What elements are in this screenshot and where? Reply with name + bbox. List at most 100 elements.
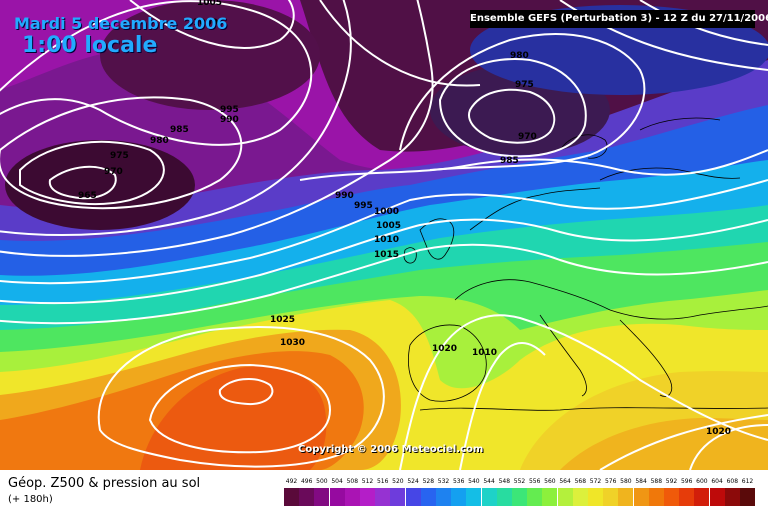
- legend-tick: 568: [574, 478, 587, 485]
- legend-tick: 520: [392, 478, 404, 485]
- legend-tick: 496: [300, 478, 313, 485]
- legend-swatch: [314, 488, 330, 506]
- isobar-label: 990: [220, 115, 239, 125]
- isobar-label: 1000: [193, 18, 218, 28]
- isobar-label: 995: [354, 201, 373, 211]
- isobar-label: 980: [150, 136, 169, 146]
- legend-swatch: [603, 488, 619, 506]
- legend-swatch: [390, 488, 406, 506]
- band-red-orange: [140, 366, 327, 470]
- forecast-date: Mardi 5 decembre 2006: [14, 14, 228, 33]
- isobar-label: 1015: [374, 250, 399, 260]
- legend-swatch: [633, 488, 649, 506]
- isobar-labels: 1000 1005 995 990 985 980 975 970 965 98…: [78, 0, 731, 437]
- legend-swatch: [572, 488, 588, 506]
- legend-swatch: [512, 488, 527, 506]
- legend-swatch: [724, 488, 740, 506]
- legend-swatch: [709, 488, 725, 506]
- legend-tick: 524: [407, 478, 419, 485]
- legend-tick: 580: [620, 478, 632, 485]
- legend-swatch: [527, 488, 543, 506]
- weather-map: 1000 1005 995 990 985 980 975 970 965 98…: [0, 0, 768, 470]
- legend-swatch: [451, 488, 467, 506]
- legend-swatch: [375, 488, 391, 506]
- legend-swatch: [481, 488, 497, 506]
- legend-swatch: [344, 488, 360, 506]
- legend-tick: 572: [589, 478, 602, 485]
- legend-swatch: [588, 488, 603, 506]
- legend-swatch: [284, 488, 299, 506]
- legend-tick: 604: [711, 478, 723, 485]
- isobar-label: 980: [510, 51, 529, 61]
- isobars: [0, 0, 768, 470]
- legend-tick: 532: [437, 478, 450, 485]
- isobar-label: 1025: [270, 315, 295, 325]
- legend-swatch: [299, 488, 315, 506]
- legend-tick: 556: [528, 478, 541, 485]
- legend-swatch: [436, 488, 451, 506]
- band-south-orange: [560, 418, 768, 470]
- isobar-label: 965: [78, 191, 97, 201]
- legend-tick: 596: [680, 478, 693, 485]
- legend-tick: 516: [376, 478, 389, 485]
- isobar-label: 1010: [374, 235, 399, 245]
- legend-swatch: [360, 488, 375, 506]
- legend-swatch: [664, 488, 679, 506]
- isobar-label: 970: [518, 132, 537, 142]
- legend-tick: 588: [650, 478, 663, 485]
- color-legend: 492 496 500 504 508 512 516 520 524 528 532 536 540 5…: [284, 478, 755, 508]
- legend-swatch: [679, 488, 695, 506]
- legend-tick: 492: [285, 478, 298, 485]
- legend-swatch: [648, 488, 664, 506]
- legend-tick: 508: [346, 478, 359, 485]
- legend-tick: 536: [452, 478, 465, 485]
- parameter-title: Géop. Z500 & pression au sol: [8, 476, 201, 491]
- low-atlantic-core: [5, 140, 195, 230]
- legend-swatch: [740, 488, 755, 506]
- isobar-label: 995: [220, 105, 239, 115]
- isobar-label: 1020: [706, 427, 731, 437]
- isobar-label: 1005: [376, 221, 401, 231]
- legend-swatch: [694, 488, 710, 506]
- isobar-label: 1005: [197, 0, 222, 8]
- legend-tick: 540: [468, 478, 480, 485]
- legend-tick: 576: [604, 478, 617, 485]
- isobar-label: 1020: [432, 344, 457, 354]
- isobar-label: 1030: [280, 338, 305, 348]
- legend-tick: 600: [696, 478, 708, 485]
- isobar-label: 970: [104, 167, 123, 177]
- legend-tick: 584: [635, 478, 647, 485]
- legend-swatch: [618, 488, 634, 506]
- legend-tick: 552: [513, 478, 526, 485]
- legend-tick: 512: [361, 478, 374, 485]
- isobar-label: 985: [170, 125, 189, 135]
- geopotential-field: 1000 1005 995 990 985 980 975 970 965 98…: [0, 0, 768, 470]
- lead-time: (+ 180h): [8, 494, 53, 505]
- legend-tick: 500: [316, 478, 328, 485]
- forecast-time: 1:00 locale: [22, 33, 158, 58]
- legend-tick: 592: [665, 478, 678, 485]
- legend-tick: 504: [331, 478, 343, 485]
- legend-tick: 608: [726, 478, 739, 485]
- legend-tick: 528: [422, 478, 435, 485]
- low-north-core: [100, 0, 320, 110]
- isobar-label: 990: [335, 191, 354, 201]
- legend-swatch: [557, 488, 573, 506]
- isobar-label: 975: [110, 151, 129, 161]
- legend-tick: 548: [498, 478, 511, 485]
- legend-tick: 560: [544, 478, 556, 485]
- copyright: Copyright © 2006 Meteociel.com: [298, 444, 484, 455]
- legend-swatch: [405, 488, 421, 506]
- legend-swatch: [542, 488, 558, 506]
- legend-tick: 612: [741, 478, 754, 485]
- legend-swatch: [466, 488, 482, 506]
- legend-tick: 544: [483, 478, 495, 485]
- legend-swatch: [329, 488, 345, 506]
- legend-swatch: [496, 488, 512, 506]
- isobar-label: 1010: [472, 348, 497, 358]
- legend-tick: 564: [559, 478, 571, 485]
- isobar-label: 975: [515, 80, 534, 90]
- isobar-label: 1000: [374, 207, 399, 217]
- legend-swatch: [420, 488, 436, 506]
- isobar-label: 985: [500, 156, 519, 166]
